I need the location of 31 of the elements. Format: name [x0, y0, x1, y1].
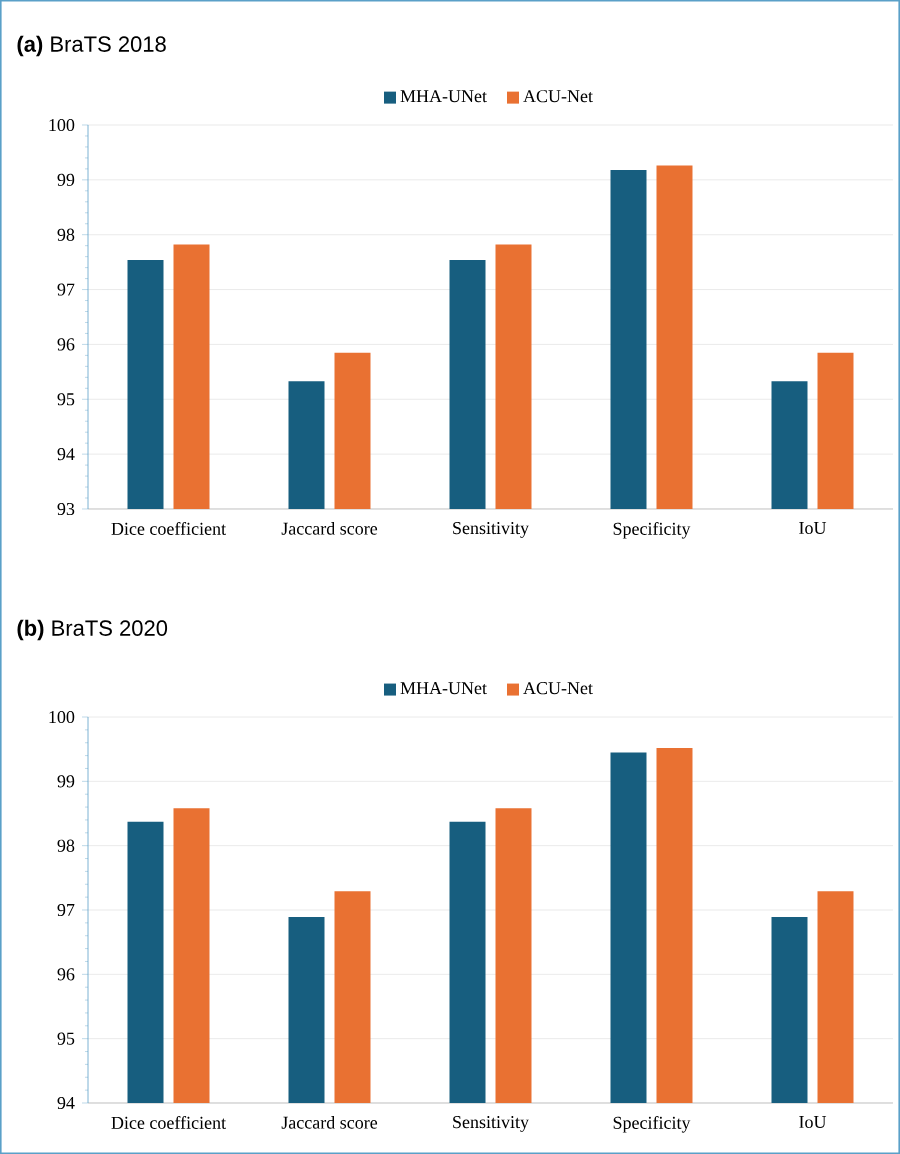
y-tick-label: 100	[49, 710, 75, 724]
legend-label: MHA-UNet	[400, 682, 487, 695]
x-tick-label: Sensitivity	[453, 522, 529, 538]
y-tick-label: 98	[57, 228, 75, 241]
x-tick-label: Sensitivity	[453, 1116, 529, 1132]
y-tick-label: 93	[57, 502, 75, 516]
y-tick-label: 94	[57, 1096, 75, 1110]
y-tick-label: 98	[57, 839, 75, 852]
chart-title: (b) BraTS 2020	[17, 619, 168, 641]
x-tick-label: Jaccard score	[281, 522, 378, 535]
legend-label: MHA-UNet	[400, 90, 487, 103]
legend-label: ACU-Net	[523, 90, 593, 103]
y-tick-label: 95	[57, 393, 75, 406]
y-tick-label: 100	[49, 118, 75, 132]
y-tick-label: 97	[57, 283, 75, 296]
chart-title: (a) BraTS 2018	[17, 35, 166, 57]
x-tick-label: IoU	[799, 1116, 827, 1129]
y-tick-label: 96	[57, 338, 75, 351]
x-tick-label: Specificity	[613, 522, 691, 539]
y-tick-label: 94	[57, 448, 75, 461]
y-tick-label: 99	[57, 775, 75, 788]
x-tick-label: Jaccard score	[281, 1116, 378, 1129]
legend-label: ACU-Net	[523, 682, 593, 695]
y-tick-label: 99	[57, 173, 75, 186]
x-tick-label: Dice coefficient	[111, 522, 226, 535]
y-tick-label: 95	[57, 1032, 75, 1045]
x-tick-label: Dice coefficient	[111, 1116, 226, 1129]
y-tick-label: 96	[57, 968, 75, 981]
x-tick-label: Specificity	[613, 1116, 691, 1133]
x-tick-label: IoU	[799, 522, 827, 535]
y-tick-label: 97	[57, 903, 75, 917]
